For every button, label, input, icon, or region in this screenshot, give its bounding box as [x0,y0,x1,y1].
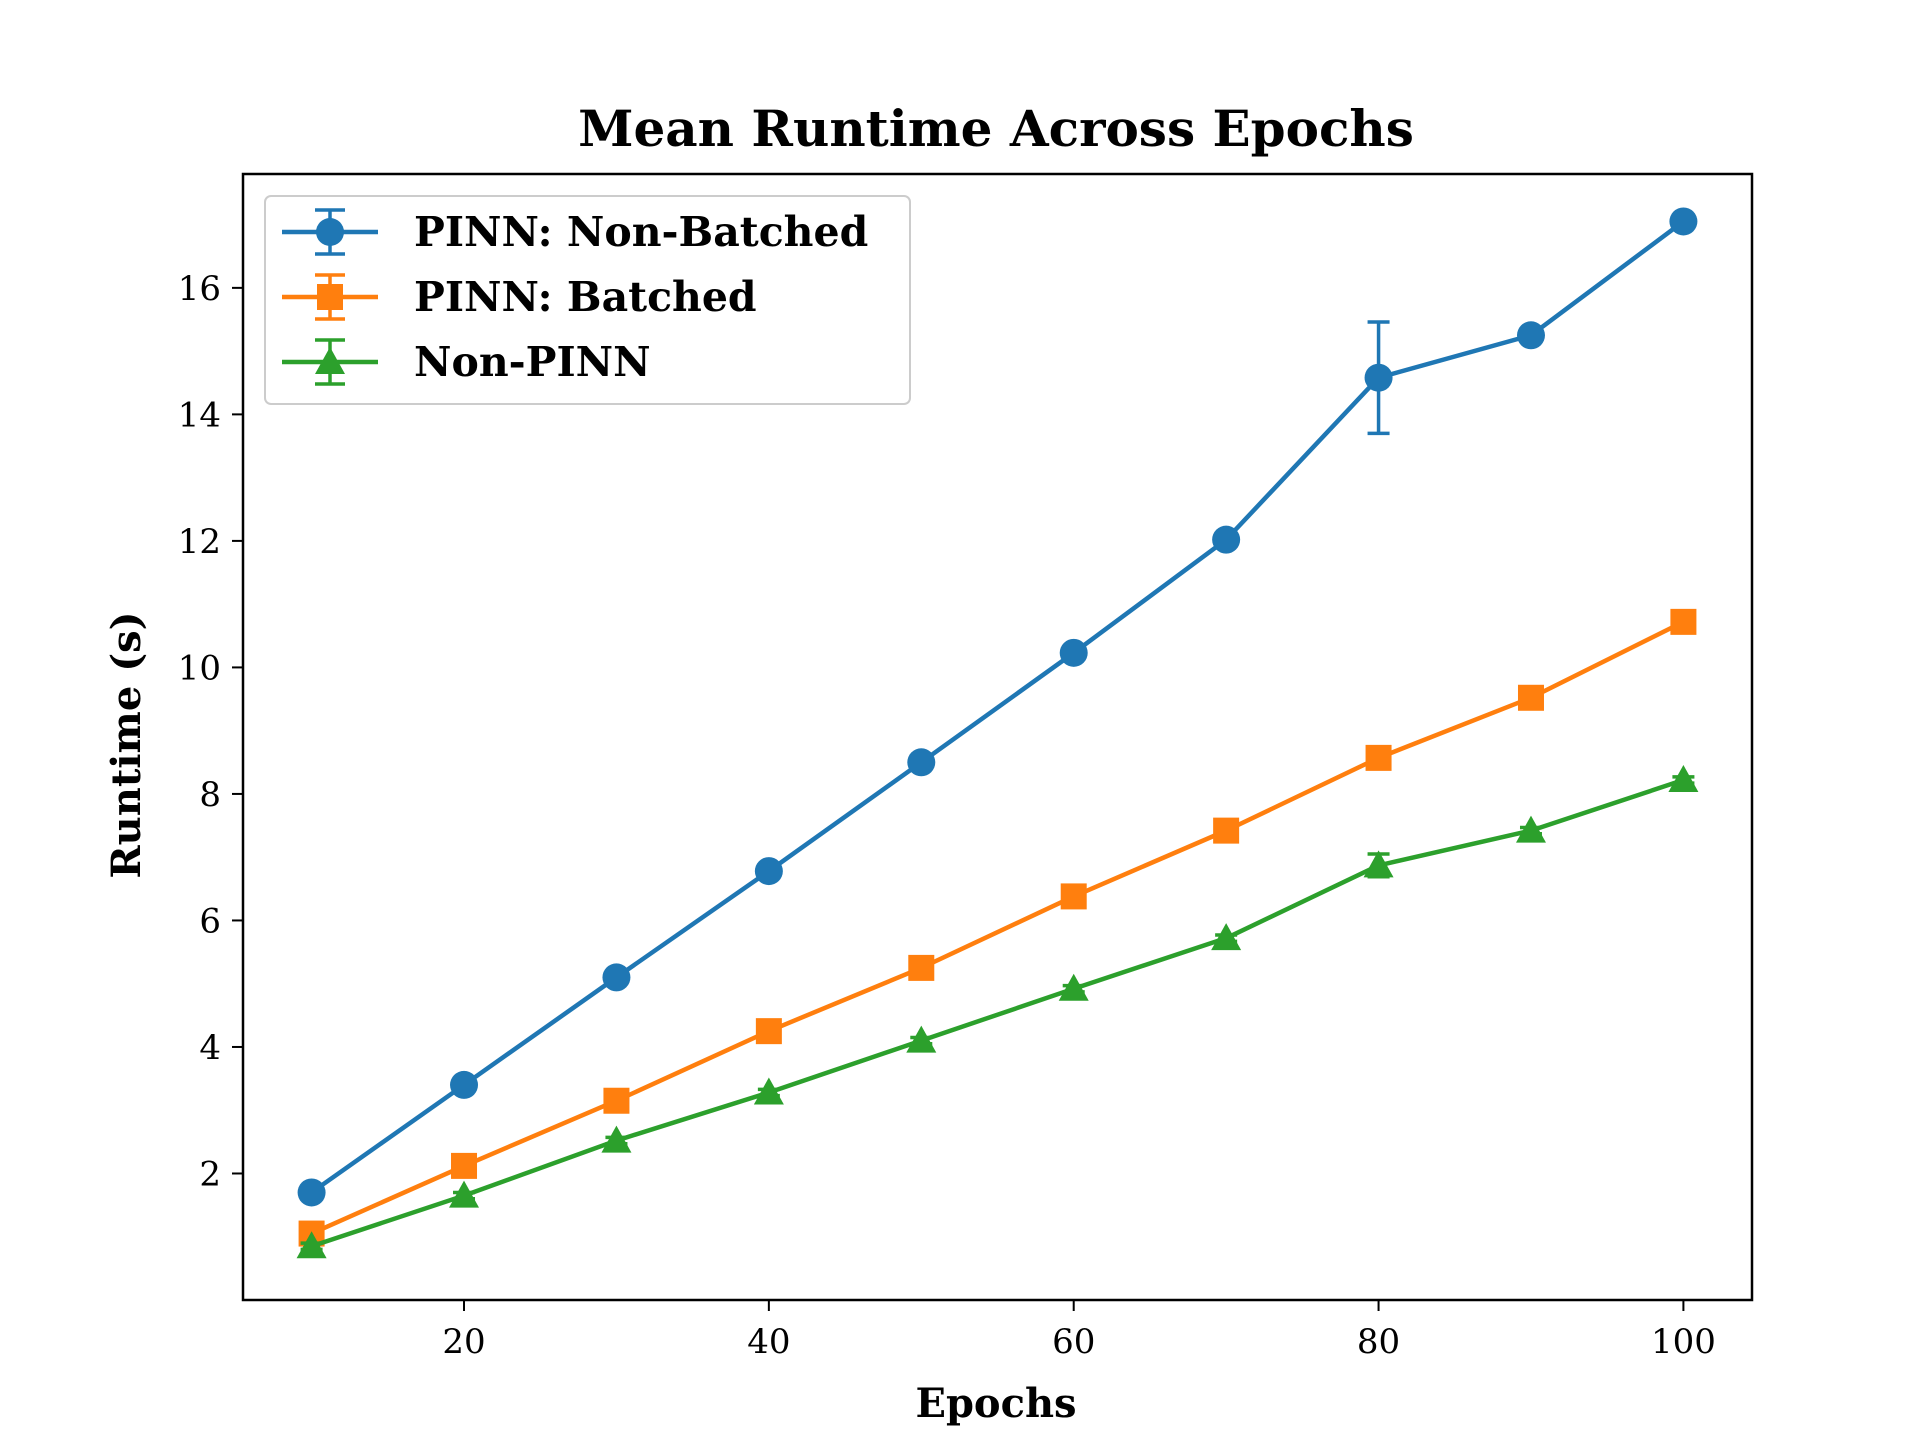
data-point [1363,850,1394,878]
data-point [297,1178,326,1207]
data-point [451,1152,478,1179]
data-point [1059,638,1088,667]
data-point [908,954,935,981]
series-line [310,619,1685,1236]
y-tick-label: 10 [178,648,221,688]
x-tick-label: 80 [1357,1322,1400,1362]
legend-label: PINN: Batched [414,273,757,321]
y-tick-label: 16 [178,269,221,309]
data-point [1364,363,1393,392]
x-tick-label: 100 [1651,1322,1716,1362]
y-tick-label: 8 [199,775,221,815]
legend: PINN: Non-Batched PINN: Batched Non-PINN [264,195,911,405]
legend-entry: PINN: Batched [282,273,757,321]
data-point [1515,815,1546,843]
data-point [1669,207,1698,236]
plot-frame [241,172,1754,1302]
data-point [1516,321,1545,350]
data-point [755,1018,782,1045]
x-axis-ticks: 20 40 60 80 100 [442,1300,1716,1362]
legend-marker [315,347,345,374]
series-square [298,608,1697,1247]
x-tick-label: 60 [1052,1322,1095,1362]
series-circle [297,207,1698,1207]
legend-entry: Non-PINN [282,338,651,386]
y-tick-label: 6 [199,901,221,941]
plot-content [296,207,1699,1259]
data-point [753,1077,784,1105]
data-point [1212,525,1241,554]
y-tick-label: 2 [199,1154,221,1194]
data-point [450,1070,479,1099]
series-line [310,777,1685,1249]
legend-marker [317,284,343,310]
data-point [601,1125,632,1153]
legend-entry: PINN: Non-Batched [282,208,868,256]
legend-marker [316,218,344,246]
chart-title: Mean Runtime Across Epochs [578,99,1414,158]
data-point [1211,923,1242,951]
data-point [1517,684,1544,711]
data-point [449,1180,480,1208]
data-point [296,1231,327,1259]
x-axis-label: Epochs [915,1380,1076,1427]
data-point [906,1025,937,1053]
y-axis-ticks: 2 4 6 8 10 12 14 16 [178,269,243,1194]
data-point [1058,973,1089,1001]
data-point [1668,765,1699,793]
data-point [1060,883,1087,910]
data-point [754,857,783,886]
data-point [1213,817,1240,844]
data-point [907,748,936,777]
data-point [602,963,631,992]
legend-label: Non-PINN [414,338,651,386]
y-tick-label: 12 [178,522,221,562]
x-tick-label: 20 [442,1322,485,1362]
legend-label: PINN: Non-Batched [414,208,868,256]
data-point [1365,744,1392,771]
y-tick-label: 4 [199,1028,221,1068]
y-axis-label: Runtime (s) [103,611,150,878]
y-tick-label: 14 [178,395,221,435]
series-triangle [296,765,1699,1259]
series-line [310,219,1685,1195]
legend-box [264,195,911,405]
x-tick-label: 40 [747,1322,790,1362]
data-point [603,1087,630,1114]
data-point [1670,608,1697,635]
